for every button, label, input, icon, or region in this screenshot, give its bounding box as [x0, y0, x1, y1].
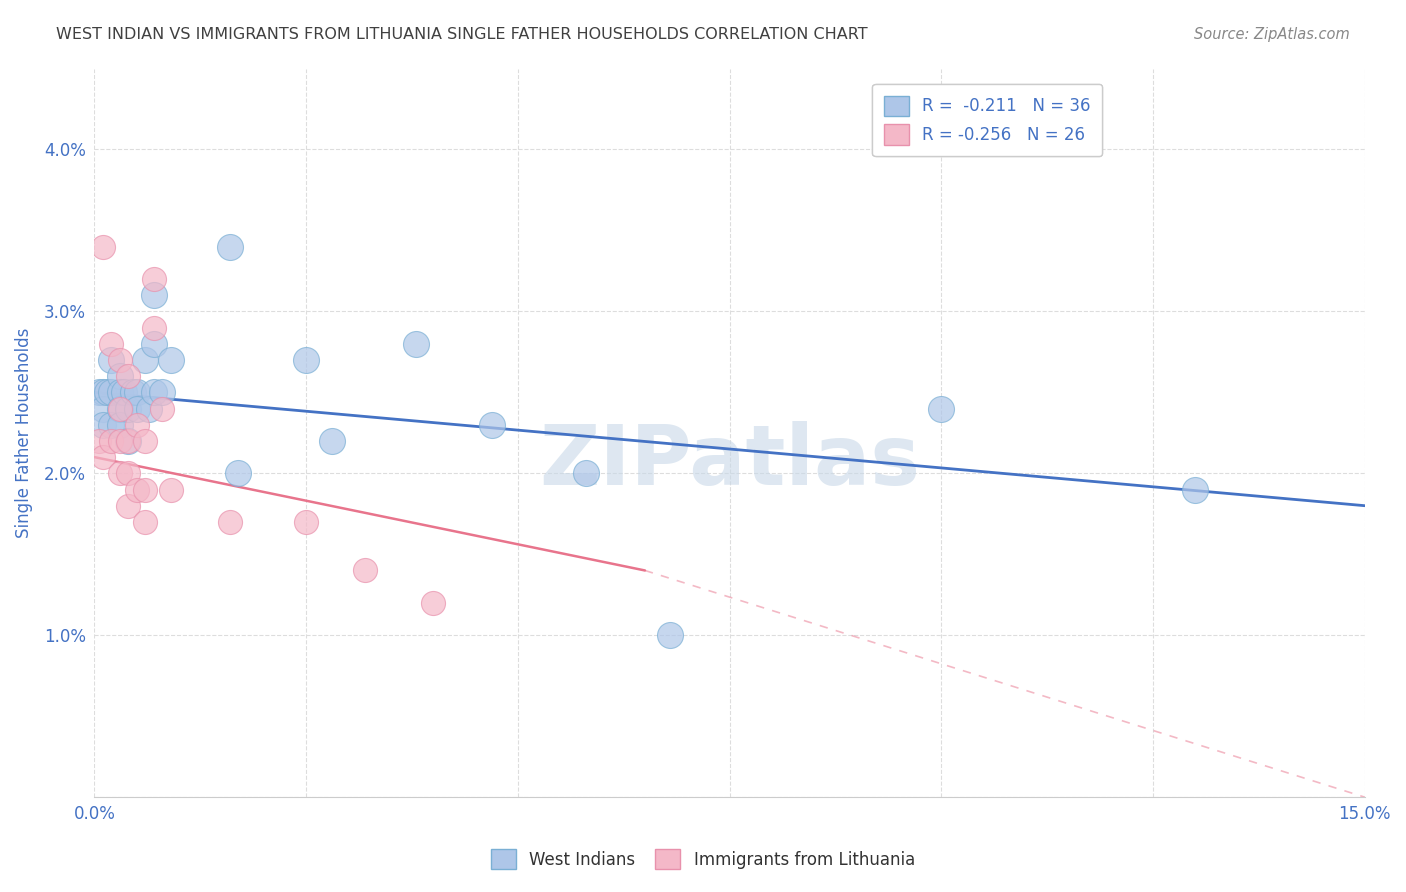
Point	[100, 385, 122, 400]
Point	[228, 467, 250, 481]
Point	[575, 467, 598, 481]
Point	[100, 336, 122, 351]
Point	[138, 401, 160, 416]
Point	[117, 499, 139, 513]
Point	[150, 401, 173, 416]
Point	[108, 434, 131, 448]
Legend: R =  -0.211   N = 36, R = -0.256   N = 26: R = -0.211 N = 36, R = -0.256 N = 26	[872, 84, 1102, 156]
Point	[108, 401, 131, 416]
Point	[117, 434, 139, 448]
Point	[134, 353, 156, 368]
Y-axis label: Single Father Households: Single Father Households	[15, 327, 32, 538]
Point	[405, 336, 427, 351]
Point	[96, 385, 118, 400]
Point	[219, 239, 242, 253]
Point	[100, 417, 122, 432]
Point	[1184, 483, 1206, 497]
Point	[91, 385, 114, 400]
Point	[108, 369, 131, 384]
Point	[125, 401, 148, 416]
Point	[108, 417, 131, 432]
Point	[100, 434, 122, 448]
Text: ZIPatlas: ZIPatlas	[538, 422, 920, 502]
Point	[91, 239, 114, 253]
Point	[134, 434, 156, 448]
Point	[125, 385, 148, 400]
Point	[354, 564, 377, 578]
Point	[91, 450, 114, 464]
Point	[142, 272, 165, 286]
Text: Source: ZipAtlas.com: Source: ZipAtlas.com	[1194, 27, 1350, 42]
Point	[87, 434, 110, 448]
Point	[117, 401, 139, 416]
Point	[117, 369, 139, 384]
Point	[150, 385, 173, 400]
Point	[108, 467, 131, 481]
Point	[91, 417, 114, 432]
Point	[929, 401, 952, 416]
Point	[108, 353, 131, 368]
Point	[321, 434, 343, 448]
Point	[87, 385, 110, 400]
Point	[159, 353, 181, 368]
Point	[159, 483, 181, 497]
Point	[134, 515, 156, 529]
Point	[108, 385, 131, 400]
Point	[117, 434, 139, 448]
Point	[125, 417, 148, 432]
Point	[481, 417, 503, 432]
Point	[295, 353, 318, 368]
Point	[112, 385, 135, 400]
Point	[659, 628, 682, 642]
Point	[142, 320, 165, 334]
Point	[422, 596, 444, 610]
Point	[295, 515, 318, 529]
Point	[125, 483, 148, 497]
Point	[219, 515, 242, 529]
Legend: West Indians, Immigrants from Lithuania: West Indians, Immigrants from Lithuania	[481, 838, 925, 880]
Point	[108, 401, 131, 416]
Text: WEST INDIAN VS IMMIGRANTS FROM LITHUANIA SINGLE FATHER HOUSEHOLDS CORRELATION CH: WEST INDIAN VS IMMIGRANTS FROM LITHUANIA…	[56, 27, 868, 42]
Point	[121, 385, 143, 400]
Point	[91, 401, 114, 416]
Point	[100, 353, 122, 368]
Point	[142, 336, 165, 351]
Point	[142, 385, 165, 400]
Point	[117, 467, 139, 481]
Point	[142, 288, 165, 302]
Point	[1057, 126, 1080, 140]
Point	[134, 483, 156, 497]
